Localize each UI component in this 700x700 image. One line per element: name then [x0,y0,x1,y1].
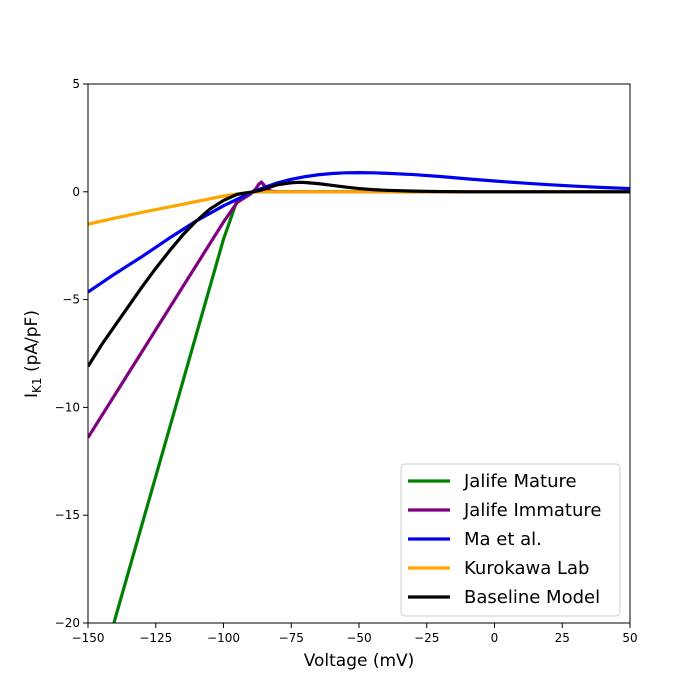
x-axis-label: Voltage (mV) [304,651,415,671]
x-tick-label: −100 [207,631,240,645]
legend-box [400,463,621,617]
x-axis-ticks: −150 −125 −100 −75 −50 −25 0 25 50 [72,623,638,645]
y-tick-label: 5 [72,77,80,91]
y-axis-ticks: −20 −15 −10 −5 0 5 [55,77,88,630]
legend-label: Jalife Immature [463,500,601,521]
x-tick-label: −50 [346,631,371,645]
y-axis-label-main: I [22,393,42,398]
y-tick-label: −5 [62,293,80,307]
series-line-ma-et-al [88,171,630,294]
series-line-baseline-model [88,180,630,368]
x-tick-label: 50 [622,631,637,645]
x-tick-label: 0 [491,631,499,645]
legend-label: Baseline Model [464,587,600,608]
y-axis-label: IK1 (pA/pF) [22,310,44,398]
series-layer [88,171,630,623]
y-tick-label: −10 [55,400,80,414]
x-tick-label: −75 [279,631,304,645]
x-tick-label: 25 [555,631,570,645]
y-axis-label-subscript: K1 [30,377,44,393]
legend-label: Kurokawa Lab [464,558,589,579]
y-axis-label-units: (pA/pF) [22,310,42,377]
legend-label: Ma et al. [464,529,542,550]
y-tick-label: −15 [55,508,80,522]
x-tick-label: −125 [139,631,172,645]
legend-items: Jalife Mature Jalife Immature Ma et al. Kur… [408,471,601,608]
x-tick-label: −150 [72,631,105,645]
y-tick-label: −20 [55,616,80,630]
y-tick-label: 0 [72,185,80,199]
x-tick-label: −25 [414,631,439,645]
legend-label: Jalife Mature [463,471,577,492]
legend: Jalife Mature Jalife Immature Ma et al. Kur… [400,463,621,617]
